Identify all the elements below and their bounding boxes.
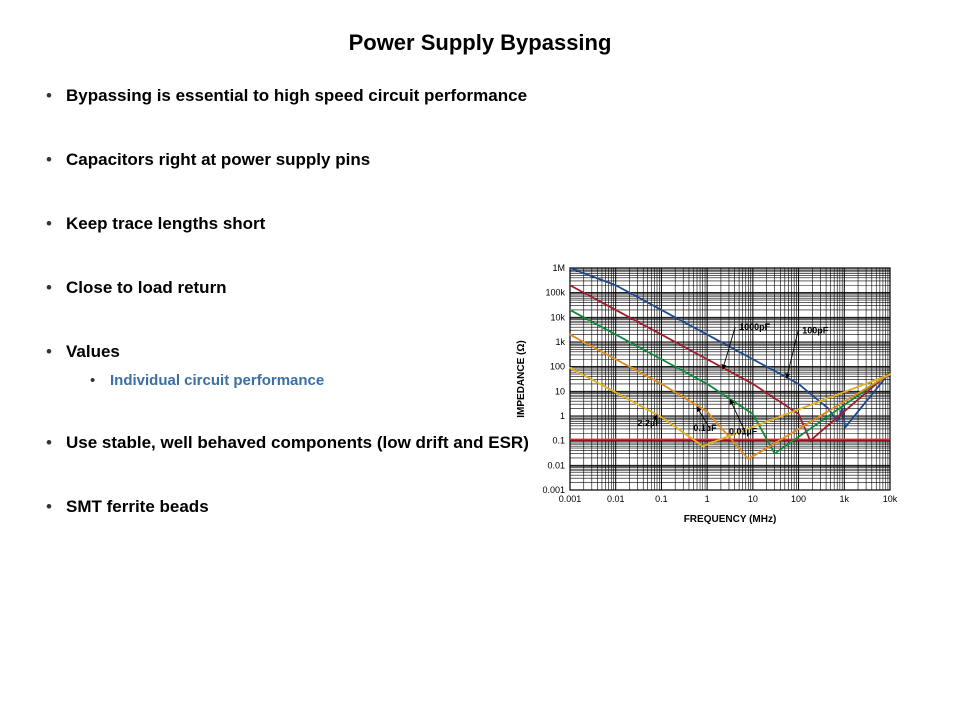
slide: Power Supply Bypassing Bypassing is esse… — [0, 0, 960, 720]
svg-text:100: 100 — [791, 494, 806, 504]
svg-text:0.01: 0.01 — [607, 494, 625, 504]
svg-text:0.001: 0.001 — [542, 485, 565, 495]
svg-text:10k: 10k — [883, 494, 898, 504]
bullet-text: SMT ferrite beads — [66, 497, 209, 516]
svg-text:1k: 1k — [840, 494, 850, 504]
svg-text:1: 1 — [705, 494, 710, 504]
chart-annotation: 100pF — [802, 326, 829, 336]
chart-annotation: 1000pF — [739, 322, 771, 332]
svg-text:10: 10 — [748, 494, 758, 504]
sub-bullet-text: Individual circuit performance — [110, 372, 324, 389]
svg-text:0.001: 0.001 — [559, 494, 582, 504]
chart-annotation: 0.1µF — [693, 423, 717, 433]
svg-text:1: 1 — [560, 411, 565, 421]
bullet-text: Capacitors right at power supply pins — [66, 150, 370, 169]
svg-text:0.1: 0.1 — [655, 494, 668, 504]
svg-text:10k: 10k — [550, 312, 565, 322]
bullet-text: Use stable, well behaved components (low… — [66, 433, 529, 452]
page-title: Power Supply Bypassing — [40, 30, 920, 56]
x-axis-label: FREQUENCY (MHz) — [684, 514, 777, 525]
bullet-text: Values — [66, 342, 120, 361]
svg-text:10: 10 — [555, 386, 565, 396]
svg-text:1k: 1k — [555, 337, 565, 347]
bullet-item: Capacitors right at power supply pins — [40, 150, 920, 170]
svg-text:100: 100 — [550, 362, 565, 372]
bullet-text: Close to load return — [66, 278, 227, 297]
impedance-chart-svg: 0.001 0.01 0.1 1 10 100 1k 10k 0.001 0.01 0.1 1 10 10… — [510, 258, 900, 528]
svg-text:1M: 1M — [552, 263, 565, 273]
bullet-text: Keep trace lengths short — [66, 214, 265, 233]
svg-text:0.1: 0.1 — [552, 436, 565, 446]
bullet-text: Bypassing is essential to high speed cir… — [66, 86, 527, 105]
bullet-item: Keep trace lengths short — [40, 214, 920, 234]
svg-text:0.01: 0.01 — [547, 460, 565, 470]
chart-annotation: 2.2µF — [638, 418, 662, 428]
svg-text:100k: 100k — [545, 288, 565, 298]
bullet-item: Bypassing is essential to high speed cir… — [40, 86, 920, 106]
chart-annotation: 0.01µF — [729, 426, 758, 436]
impedance-chart: 0.001 0.01 0.1 1 10 100 1k 10k 0.001 0.01 0.1 1 10 10… — [510, 258, 900, 528]
y-axis-label: IMPEDANCE (Ω) — [516, 340, 527, 417]
